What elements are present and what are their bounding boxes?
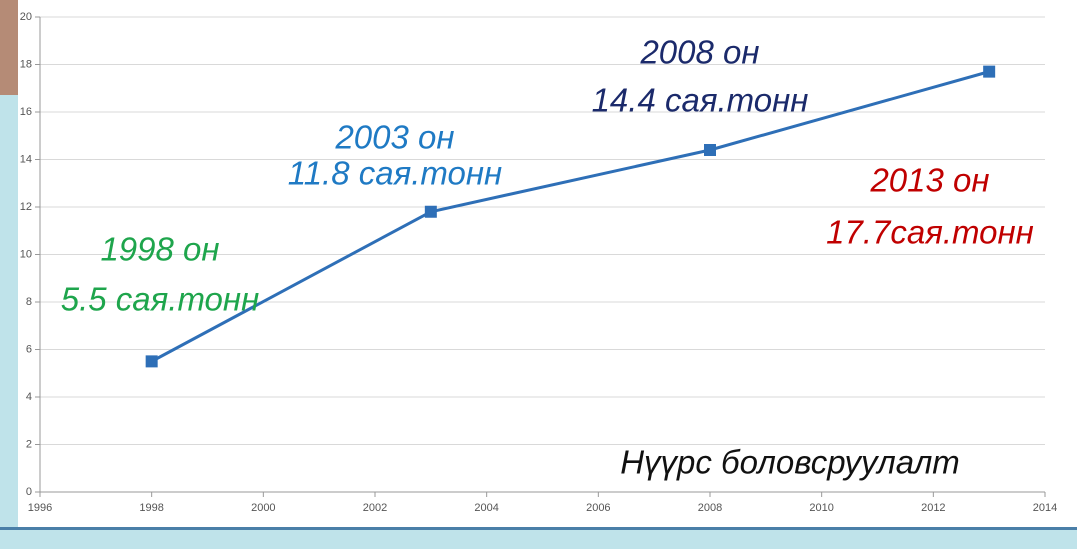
x-tick-label: 2008 (698, 502, 722, 514)
point (146, 355, 158, 367)
x-tick-label: 2010 (809, 502, 833, 514)
point (704, 144, 716, 156)
x-tick-label: 2004 (474, 502, 498, 514)
annotation: 2008 он (639, 34, 759, 71)
caption: Нүүрс боловсруулалт (620, 444, 960, 481)
bottom-rule (0, 527, 1077, 530)
x-tick-label: 1998 (139, 502, 163, 514)
annotation: 14.4 сая.тонн (592, 82, 809, 119)
annotation: 1998 он (100, 231, 219, 268)
annotation: 11.8 сая.тонн (288, 155, 502, 192)
y-tick-label: 4 (26, 391, 32, 403)
left-border-accent (0, 0, 18, 95)
y-tick-label: 20 (20, 11, 32, 23)
page: 0 2 4 6 8 10 12 14 16 18 20 1996 1998 2000 2002 2004 200… (0, 0, 1077, 549)
y-tick-label: 14 (20, 153, 32, 165)
x-tick-label: 2012 (921, 502, 945, 514)
annotation: 2003 он (334, 119, 454, 156)
point (983, 66, 995, 78)
x-tick-label: 1996 (28, 502, 52, 514)
y-tick-label: 8 (26, 296, 32, 308)
y-tick-label: 12 (20, 201, 32, 213)
point (425, 206, 437, 218)
y-tick-label: 2 (26, 438, 32, 450)
annotation: 5.5 сая.тонн (61, 281, 259, 318)
y-tick-label: 18 (20, 58, 32, 70)
y-tick-label: 0 (26, 486, 32, 498)
x-tick-label: 2014 (1033, 502, 1057, 514)
x-tick-label: 2000 (251, 502, 275, 514)
y-tick-label: 6 (26, 343, 32, 355)
y-tick-label: 16 (20, 106, 32, 118)
bottom-border (0, 530, 1077, 549)
x-tick-label: 2002 (363, 502, 387, 514)
x-tick-label: 2006 (586, 502, 610, 514)
chart: 0 2 4 6 8 10 12 14 16 18 20 1996 1998 2000 2002 2004 200… (0, 0, 1077, 549)
annotation: 17.7сая.тонн (826, 214, 1034, 251)
y-tick-label: 10 (20, 248, 32, 260)
annotation: 2013 он (869, 162, 989, 199)
